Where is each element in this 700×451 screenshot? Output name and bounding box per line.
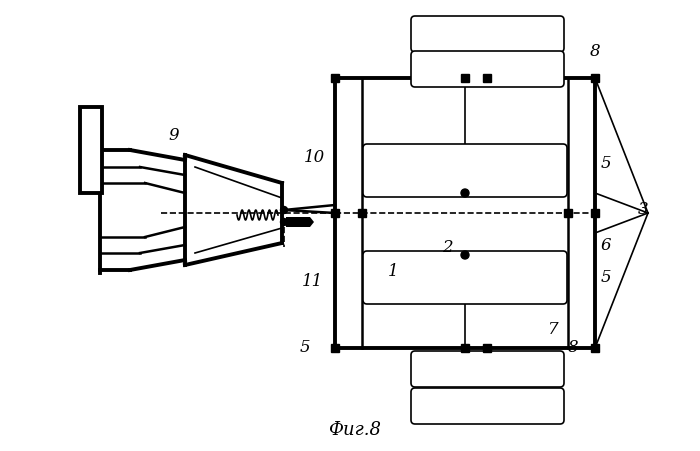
Bar <box>483 344 491 352</box>
Bar <box>591 209 599 217</box>
Circle shape <box>281 207 288 213</box>
Text: 11: 11 <box>302 273 323 290</box>
FancyBboxPatch shape <box>411 351 564 387</box>
FancyBboxPatch shape <box>363 251 567 304</box>
FancyBboxPatch shape <box>411 388 564 424</box>
Bar <box>80 107 102 193</box>
FancyBboxPatch shape <box>363 144 567 197</box>
Bar <box>331 209 339 217</box>
Bar <box>461 74 469 82</box>
Bar <box>331 74 339 82</box>
Text: 5: 5 <box>601 270 612 286</box>
Text: 7: 7 <box>548 322 559 339</box>
Bar <box>591 344 599 352</box>
Polygon shape <box>286 217 314 227</box>
Text: 5: 5 <box>300 340 311 356</box>
Text: 9: 9 <box>168 126 178 143</box>
Text: 5: 5 <box>601 155 612 171</box>
Circle shape <box>461 251 469 259</box>
Text: 10: 10 <box>304 149 326 166</box>
Text: 1: 1 <box>388 263 398 281</box>
FancyBboxPatch shape <box>411 16 564 52</box>
FancyBboxPatch shape <box>411 51 564 87</box>
Bar <box>483 74 491 82</box>
Text: 2: 2 <box>442 239 453 257</box>
Circle shape <box>461 189 469 197</box>
Bar <box>564 209 572 217</box>
Bar <box>461 344 469 352</box>
Text: 8: 8 <box>568 340 579 356</box>
Text: 8: 8 <box>590 43 601 60</box>
Text: Фиг.8: Фиг.8 <box>328 421 382 439</box>
Circle shape <box>281 218 288 226</box>
Text: 3: 3 <box>638 202 649 218</box>
Bar <box>358 209 366 217</box>
Bar <box>331 344 339 352</box>
Bar <box>591 74 599 82</box>
Text: 6: 6 <box>601 236 612 253</box>
